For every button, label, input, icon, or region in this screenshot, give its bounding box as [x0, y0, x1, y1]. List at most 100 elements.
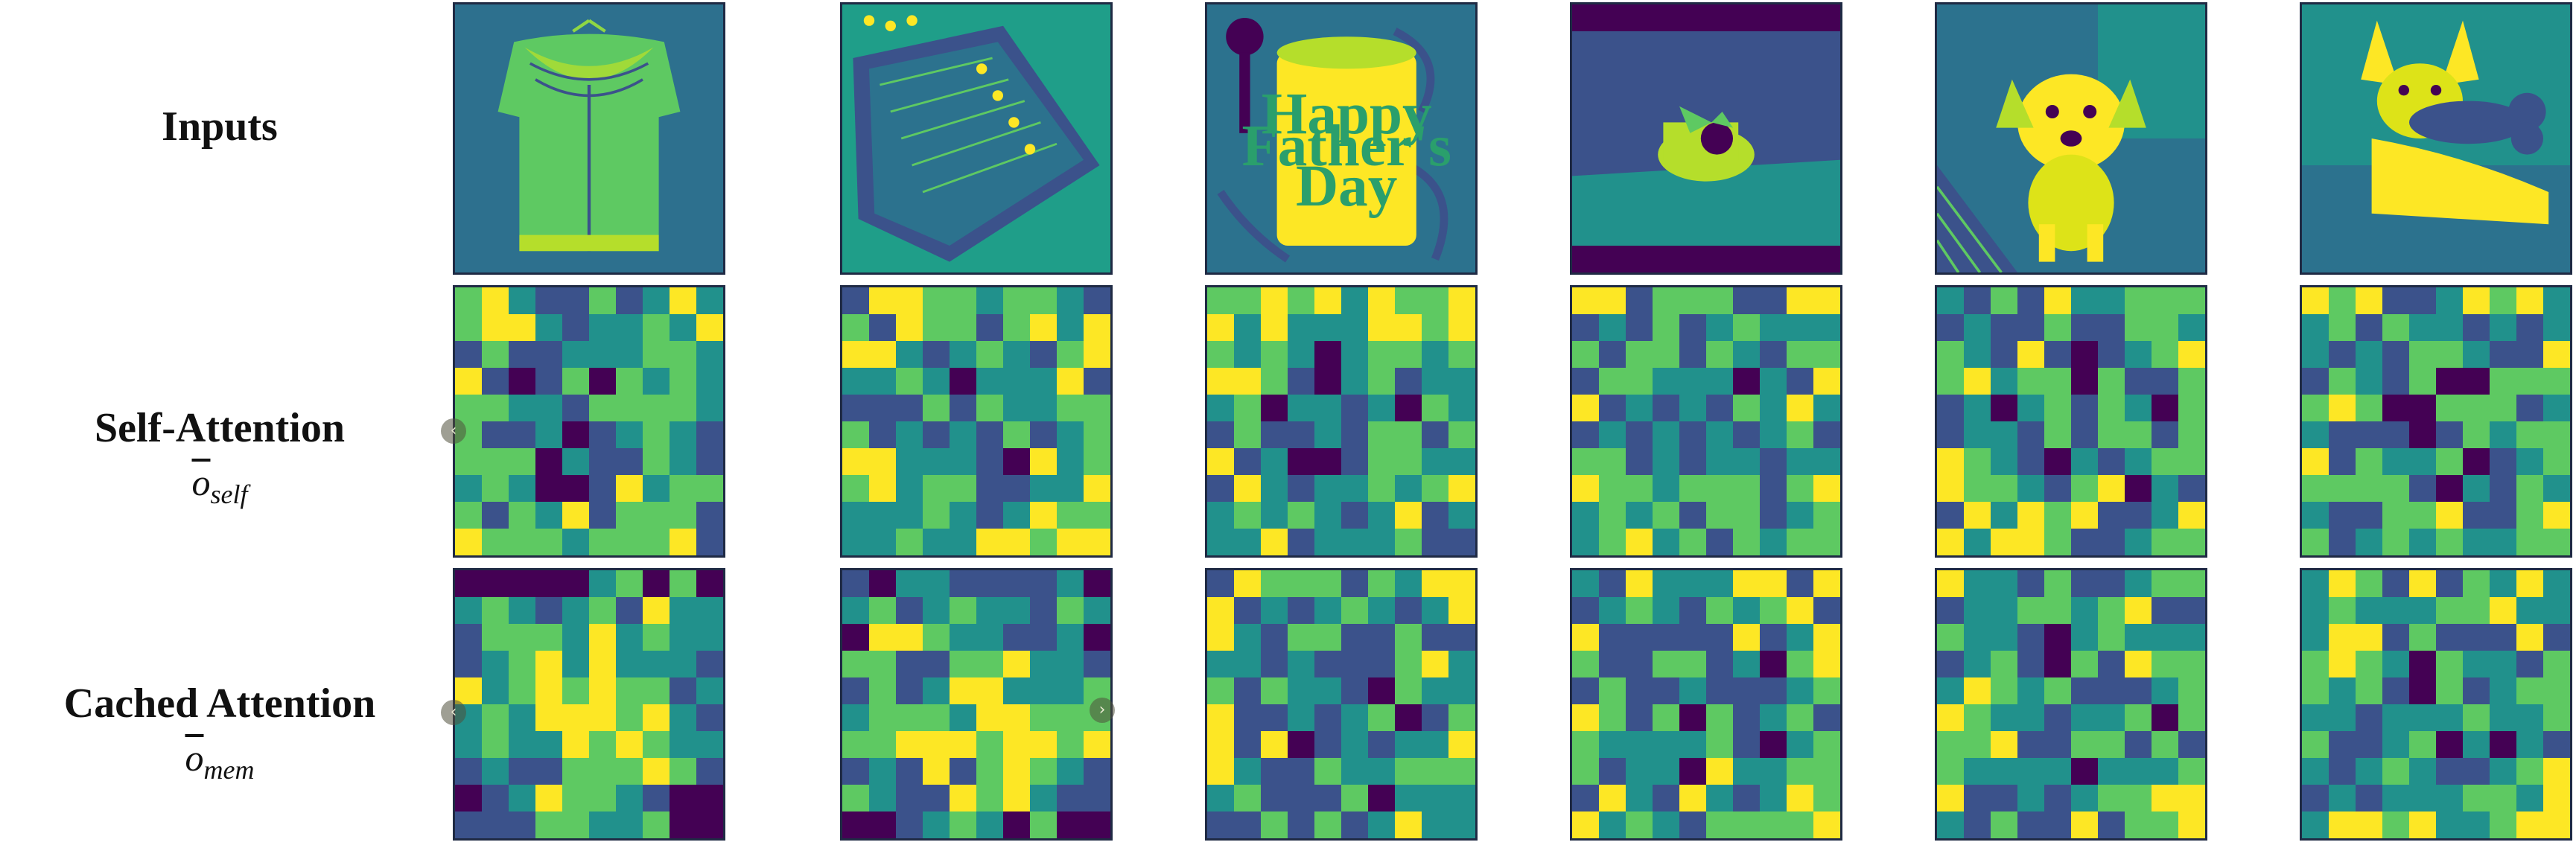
heatmap-cell [1787, 731, 1814, 759]
heatmap-cell [696, 758, 723, 785]
heatmap-cell [2178, 785, 2205, 812]
heatmap-cell [482, 395, 509, 422]
heatmap-cell [2017, 811, 2045, 838]
heatmap-cell [2071, 395, 2099, 422]
heatmap-cell [1653, 448, 1680, 476]
heatmap-cell [1030, 448, 1058, 476]
heatmap-cell [1964, 395, 1991, 422]
heatmap-cell [1679, 395, 1707, 422]
heatmap-cell [869, 529, 897, 555]
heatmap-cell [923, 314, 950, 342]
heatmap-cell [1813, 475, 1840, 503]
heatmap-cell [1991, 785, 2018, 812]
heatmap-cell [1261, 704, 1288, 732]
heatmap-cell [1760, 341, 1787, 369]
heatmap-cell [2356, 314, 2383, 342]
heatmap-cell [589, 314, 617, 342]
heatmap-cell [2409, 624, 2437, 651]
heatmap-cell [670, 314, 697, 342]
heatmap-cell [643, 785, 670, 812]
heatmap-cell [842, 811, 870, 838]
heatmap-cell [2152, 758, 2179, 785]
heatmap-cell [2463, 287, 2490, 315]
heatmap-cell [2516, 395, 2544, 422]
photo-text-fathers: Father's [1241, 113, 1451, 179]
heatmap-cell [976, 597, 1004, 625]
heatmap-cell [1084, 448, 1110, 476]
heatmap-cell [1003, 341, 1031, 369]
heatmap-cell [1261, 395, 1288, 422]
heatmap-cell [1314, 314, 1342, 342]
heatmap-cell [1003, 624, 1031, 651]
heatmap-cell [1937, 785, 1965, 812]
heatmap-cell [2382, 421, 2410, 449]
heatmap-cell [1341, 475, 1369, 503]
heatmap-cell [923, 624, 950, 651]
heatmap-cell [2543, 811, 2570, 838]
heatmap-cell [2178, 368, 2205, 395]
heatmap-cell [1207, 651, 1235, 678]
heatmap-cell [1084, 811, 1110, 838]
heatmap-cell [2071, 341, 2099, 369]
heatmap-cell [1368, 597, 1396, 625]
heatmap-cell [976, 287, 1004, 315]
heatmap-cell [2152, 341, 2179, 369]
heatmap-cell [1760, 704, 1787, 732]
heatmap-cell [2543, 287, 2570, 315]
heatmap-cell [1422, 811, 1449, 838]
heatmap-cell [1234, 570, 1262, 598]
heatmap-cell [2302, 811, 2329, 838]
heatmap-cell [2436, 597, 2464, 625]
heatmap-cell [2178, 502, 2205, 529]
heatmap-cell [1395, 395, 1422, 422]
heatmap-cell [2516, 651, 2544, 678]
heatmap-cell [2409, 287, 2437, 315]
heatmap-cell [1261, 570, 1288, 598]
heatmap-cell [869, 314, 897, 342]
heatmap-cell [2409, 597, 2437, 625]
heatmap-cell [1422, 314, 1449, 342]
heatmap-cell [1057, 704, 1084, 732]
heatmap-cell [643, 529, 670, 555]
circle-left-icon[interactable]: ‹ [441, 700, 466, 725]
heatmap-cell [1234, 597, 1262, 625]
heatmap-cell [1395, 475, 1422, 503]
heatmap-cell [2071, 570, 2099, 598]
self-attention-title: Self-Attention [95, 405, 345, 451]
heatmap-cell [589, 624, 617, 651]
heatmap-cell [535, 502, 563, 529]
heatmap-cell [1030, 570, 1058, 598]
heatmap-cell [1599, 651, 1626, 678]
circle-right-icon[interactable]: › [1090, 698, 1115, 723]
heatmap-cell [2125, 811, 2152, 838]
heatmap-cell [2490, 624, 2517, 651]
heatmap-cell [589, 651, 617, 678]
heatmap-cell [1261, 597, 1288, 625]
heatmap-cell [1395, 624, 1422, 651]
heatmap-cell [1813, 811, 1840, 838]
heatmap-cell [896, 341, 923, 369]
heatmap-cell [616, 651, 643, 678]
heatmap-cell [1733, 570, 1761, 598]
heatmap-cell [1314, 785, 1342, 812]
heatmap-cell [1288, 475, 1315, 503]
heatmap-cell [1422, 368, 1449, 395]
heatmap-cell [670, 448, 697, 476]
heatmap-cell [2071, 677, 2099, 705]
heatmap-cell [2152, 502, 2179, 529]
heatmap-cell [1787, 704, 1814, 732]
heatmap-cell [2490, 448, 2517, 476]
heatmap-cell [482, 570, 509, 598]
heatmap-cell [1653, 421, 1680, 449]
heatmap-cell [1937, 731, 1965, 759]
heatmap-cell [2543, 570, 2570, 598]
heatmap-cell [896, 368, 923, 395]
heatmap-cell [1422, 731, 1449, 759]
heatmap-cell [1706, 448, 1734, 476]
heatmap-cell [1422, 421, 1449, 449]
inputs-title: Inputs [162, 103, 278, 150]
heatmap-cell [2356, 704, 2383, 732]
heatmap-cell [643, 475, 670, 503]
circle-left-icon[interactable]: ‹ [441, 418, 466, 444]
heatmap-cell [1003, 731, 1031, 759]
